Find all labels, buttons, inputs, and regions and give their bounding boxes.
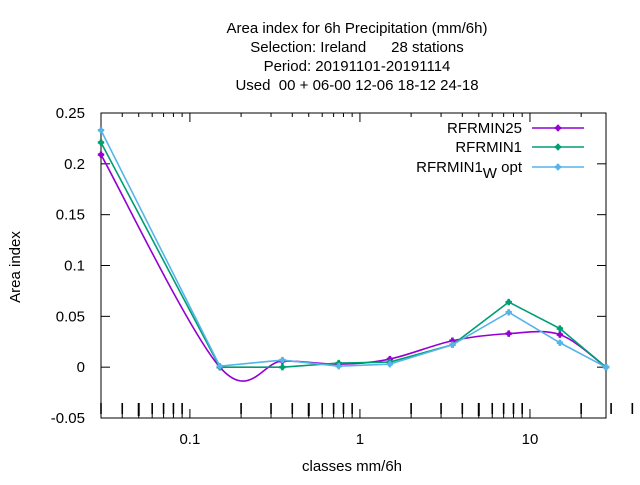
title-line-1: Area index for 6h Precipitation (mm/6h) — [227, 20, 488, 37]
title-line-4: Used 00 + 06-00 12-06 18-12 24-18 — [235, 77, 478, 94]
data-point-dot — [280, 357, 285, 363]
legend-marker-dot — [555, 164, 561, 170]
series-2 — [97, 139, 610, 371]
series-line — [100, 142, 607, 368]
data-point-dot — [280, 364, 285, 370]
data-point-dot — [387, 361, 393, 367]
legend-marker-dot — [555, 144, 561, 150]
axes: -0.05 0 0.05 0.1 0.15 0.2 0.25 0.1 1 10 — [51, 105, 634, 448]
y-tick-label: 0 — [77, 359, 85, 376]
series-3 — [97, 127, 610, 371]
y-tick-label: 0.25 — [56, 105, 85, 122]
y-tick-label: 0.05 — [56, 308, 85, 325]
data-point-dot — [506, 309, 512, 315]
legend-item-1: RFRMIN25 — [447, 120, 584, 137]
y-tick-label: -0.05 — [51, 410, 85, 427]
data-point-dot — [450, 342, 455, 348]
data-point-dot — [98, 140, 104, 145]
legend-label: RFRMIN1W opt — [416, 159, 523, 182]
legend-label-name: RFRMIN1 — [416, 159, 483, 176]
data-point-dot — [98, 152, 104, 158]
legend-label-subscript: W — [483, 165, 498, 182]
series-1 — [97, 151, 610, 382]
legend-item-3: RFRMIN1W opt — [416, 159, 584, 182]
plot-frame — [100, 112, 607, 419]
data-point-dot — [557, 332, 563, 338]
legend-label: RFRMIN1 — [455, 139, 522, 156]
data-point-dot — [603, 364, 609, 370]
x-tick-label: 1 — [356, 431, 364, 448]
legend-marker-dot — [555, 125, 561, 131]
data-point-dot — [557, 326, 563, 331]
data-point-dot — [336, 363, 342, 369]
legend-label: RFRMIN25 — [447, 120, 522, 137]
data-point-dot — [217, 363, 223, 369]
y-axis-label: Area index — [7, 231, 24, 303]
data-point-dot — [557, 340, 563, 346]
series-line — [100, 154, 607, 382]
y-tick-label: 0.15 — [56, 207, 85, 224]
legend-label-name: RFRMIN1 — [455, 139, 522, 156]
chart-title: Area index for 6h Precipitation (mm/6h) … — [227, 20, 488, 94]
data-point-dot — [98, 127, 104, 133]
x-tick-label: 0.1 — [179, 431, 200, 448]
series — [97, 127, 610, 382]
legend-label-suffix: opt — [497, 159, 523, 176]
title-line-2: Selection: Ireland 28 stations — [250, 39, 463, 56]
title-line-3: Period: 20191101-20191114 — [264, 58, 451, 75]
y-tick-label: 0.1 — [64, 258, 85, 275]
x-tick-label: 10 — [522, 431, 539, 448]
legend-item-2: RFRMIN1 — [455, 139, 584, 156]
x-axis-label: classes mm/6h — [302, 458, 402, 475]
y-tick-label: 0.2 — [64, 156, 85, 173]
legend-label-name: RFRMIN25 — [447, 120, 522, 137]
data-point-dot — [506, 299, 512, 305]
data-point-dot — [506, 331, 512, 337]
